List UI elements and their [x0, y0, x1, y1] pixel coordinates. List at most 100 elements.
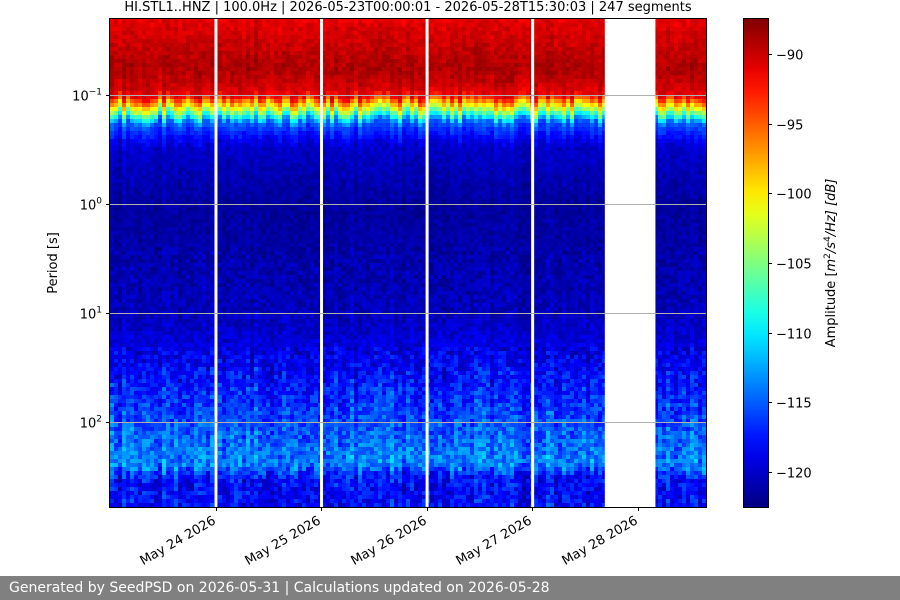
- heatmap-cell: [238, 199, 243, 204]
- heatmap-cell: [254, 135, 259, 140]
- heatmap-cell: [218, 491, 223, 496]
- heatmap-cell: [182, 171, 187, 176]
- heatmap-cell: [118, 335, 123, 340]
- heatmap-cell: [222, 87, 227, 92]
- heatmap-cell: [238, 331, 243, 336]
- heatmap-cell: [186, 399, 191, 404]
- heatmap-cell: [134, 235, 139, 240]
- heatmap-cell: [222, 355, 227, 360]
- heatmap-cell: [218, 243, 223, 248]
- heatmap-cell: [202, 227, 207, 232]
- heatmap-cell: [134, 503, 139, 508]
- heatmap-cell: [142, 223, 147, 228]
- heatmap-cell: [206, 111, 211, 116]
- heatmap-cell: [110, 207, 115, 212]
- heatmap-cell: [218, 171, 223, 176]
- heatmap-cell: [142, 263, 147, 268]
- heatmap-cell: [266, 51, 271, 56]
- heatmap-cell: [190, 351, 195, 356]
- heatmap-cell: [182, 427, 187, 432]
- heatmap-cell: [158, 227, 163, 232]
- heatmap-cell: [162, 379, 167, 384]
- heatmap-cell: [122, 51, 127, 56]
- heatmap-cell: [130, 323, 135, 328]
- heatmap-cell: [186, 35, 191, 40]
- heatmap-cell: [226, 55, 231, 60]
- heatmap-cell: [226, 251, 231, 256]
- heatmap-cell: [186, 427, 191, 432]
- heatmap-cell: [162, 79, 167, 84]
- heatmap-cell: [166, 71, 171, 76]
- heatmap-cell: [202, 47, 207, 52]
- heatmap-cell: [130, 219, 135, 224]
- heatmap-cell: [230, 411, 235, 416]
- heatmap-cell: [194, 35, 199, 40]
- heatmap-cell: [254, 187, 259, 192]
- heatmap-cell: [150, 43, 155, 48]
- heatmap-cell: [222, 379, 227, 384]
- heatmap-cell: [218, 379, 223, 384]
- heatmap-cell: [170, 503, 175, 508]
- heatmap-cell: [178, 435, 183, 440]
- heatmap-cell: [250, 479, 255, 484]
- heatmap-cell: [126, 355, 131, 360]
- heatmap-cell: [238, 395, 243, 400]
- heatmap-cell: [110, 359, 115, 364]
- heatmap-cell: [218, 355, 223, 360]
- heatmap-cell: [154, 291, 159, 296]
- heatmap-cell: [166, 51, 171, 56]
- heatmap-cell: [134, 339, 139, 344]
- heatmap-cell: [190, 103, 195, 108]
- heatmap-cell: [230, 207, 235, 212]
- heatmap-cell: [126, 163, 131, 168]
- heatmap-cell: [226, 315, 231, 320]
- heatmap-cell: [262, 355, 267, 360]
- heatmap-cell: [198, 135, 203, 140]
- heatmap-cell: [126, 219, 131, 224]
- heatmap-cell: [134, 303, 139, 308]
- heatmap-cell: [118, 95, 123, 100]
- heatmap-cell: [126, 63, 131, 68]
- heatmap-cell: [126, 239, 131, 244]
- heatmap-cell: [134, 343, 139, 348]
- heatmap-cell: [166, 299, 171, 304]
- heatmap-cell: [154, 143, 159, 148]
- heatmap-cell: [126, 363, 131, 368]
- heatmap-cell: [146, 91, 151, 96]
- heatmap-cell: [174, 495, 179, 500]
- heatmap-cell: [126, 99, 131, 104]
- heatmap-cell: [254, 111, 259, 116]
- heatmap-cell: [118, 35, 123, 40]
- heatmap-cell: [210, 275, 215, 280]
- heatmap-cell: [210, 183, 215, 188]
- heatmap-cell: [266, 219, 271, 224]
- heatmap-cell: [170, 159, 175, 164]
- heatmap-cell: [242, 399, 247, 404]
- heatmap-cell: [226, 487, 231, 492]
- heatmap-cell: [206, 347, 211, 352]
- heatmap-cell: [206, 463, 211, 468]
- heatmap-cell: [166, 107, 171, 112]
- heatmap-cell: [122, 39, 127, 44]
- heatmap-cell: [158, 307, 163, 312]
- heatmap-cell: [246, 435, 251, 440]
- heatmap-cell: [262, 199, 267, 204]
- heatmap-cell: [194, 363, 199, 368]
- heatmap-cell: [242, 59, 247, 64]
- heatmap-cell: [266, 123, 271, 128]
- heatmap-cell: [190, 483, 195, 488]
- heatmap-cell: [246, 299, 251, 304]
- heatmap-cell: [166, 183, 171, 188]
- heatmap-cell: [254, 143, 259, 148]
- heatmap-cell: [234, 203, 239, 208]
- heatmap-cell: [218, 95, 223, 100]
- heatmap-cell: [174, 435, 179, 440]
- heatmap-cell: [234, 67, 239, 72]
- heatmap-cell: [222, 71, 227, 76]
- heatmap-cell: [154, 59, 159, 64]
- heatmap-cell: [122, 207, 127, 212]
- heatmap-cell: [206, 51, 211, 56]
- heatmap-cell: [258, 195, 263, 200]
- heatmap-cell: [134, 255, 139, 260]
- heatmap-cell: [174, 487, 179, 492]
